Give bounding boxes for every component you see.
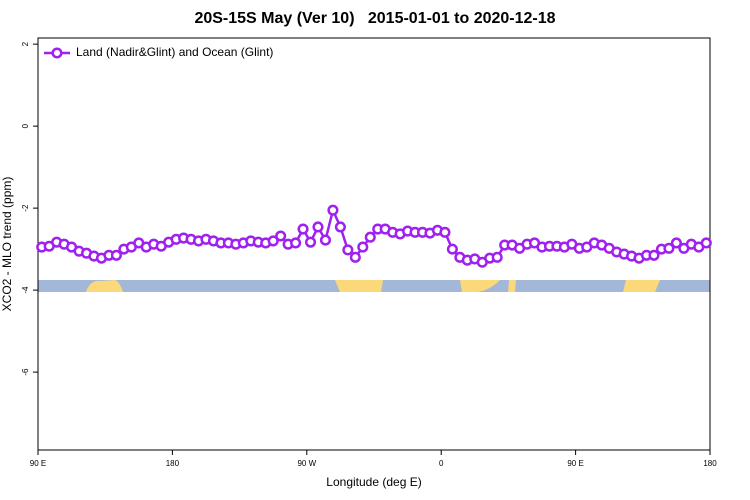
point (290, 237, 302, 249)
point (446, 243, 458, 255)
point (700, 237, 712, 249)
point (491, 251, 503, 263)
point (267, 235, 279, 247)
land-patch (460, 280, 500, 292)
point (304, 236, 317, 248)
point (364, 231, 376, 243)
y-tick-label: 0 (21, 123, 30, 128)
point (663, 242, 675, 254)
land-patch (86, 280, 123, 292)
x-tick-label: 180 (703, 459, 717, 468)
y-axis-label: XCO2 - MLO trend (ppm) (0, 177, 14, 312)
x-tick-label: 90 E (30, 459, 46, 468)
point (319, 234, 332, 246)
point (334, 221, 346, 233)
point (297, 223, 309, 235)
land-patch (335, 280, 383, 292)
y-tick-label: -2 (21, 204, 30, 212)
point (275, 230, 287, 242)
point (439, 226, 451, 238)
point (342, 244, 354, 256)
chart-title: 20S-15S May (Ver 10) 2015-01-01 to 2020-… (194, 10, 555, 27)
point (327, 204, 339, 216)
point (648, 249, 660, 261)
y-tick-label: -6 (21, 368, 30, 376)
x-tick-label: 180 (166, 459, 180, 468)
y-tick-label: -4 (21, 286, 30, 294)
x-tick-label: 0 (439, 459, 444, 468)
x-tick-label: 90 W (297, 459, 316, 468)
point (349, 251, 361, 263)
point (110, 249, 122, 261)
y-tick-label: 2 (21, 41, 30, 46)
surface-strip (38, 280, 710, 292)
x-tick-label: 90 E (567, 459, 583, 468)
point (357, 241, 369, 253)
land-patch (623, 280, 660, 292)
legend-label: Land (Nadir&Glint) and Ocean (Glint) (76, 45, 273, 59)
point (312, 221, 324, 233)
x-axis-label: Longitude (deg E) (326, 475, 421, 489)
land-patch (508, 280, 516, 292)
point (670, 237, 682, 249)
legend-marker (51, 47, 63, 59)
